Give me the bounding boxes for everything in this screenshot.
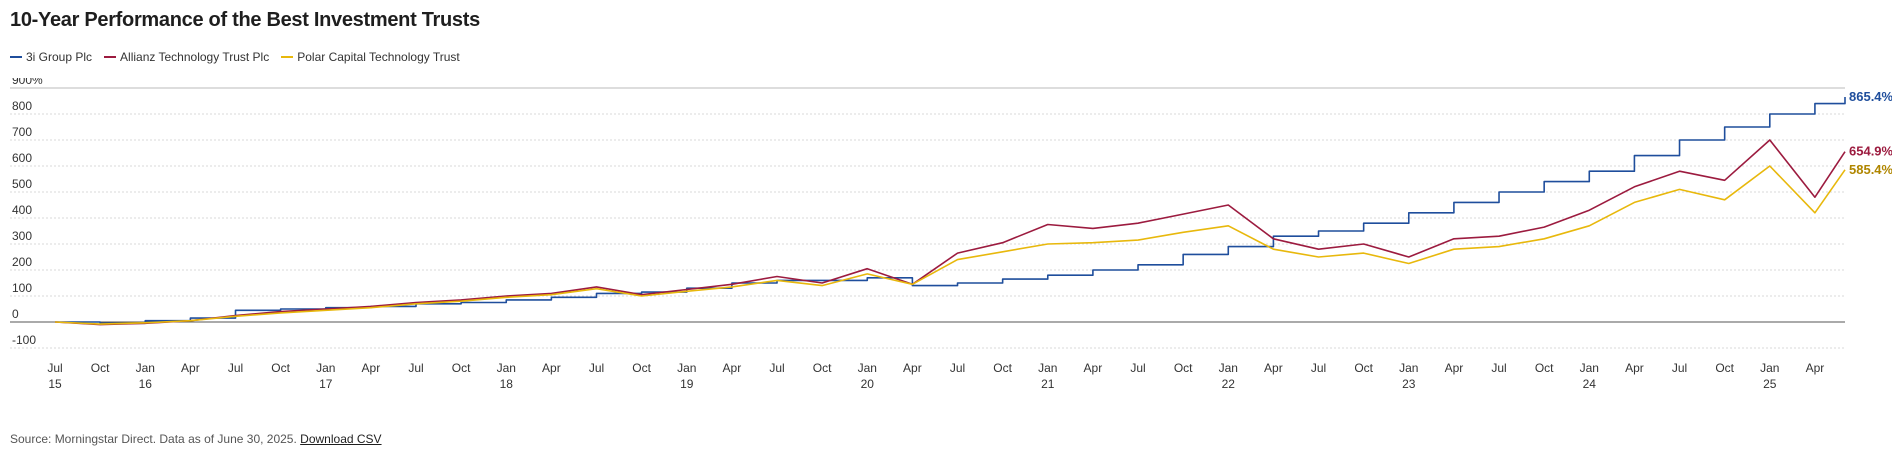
x-tick-label: Jul [1672,361,1687,375]
y-tick-label: 600 [12,151,32,165]
x-tick-label: Apr [542,361,561,375]
x-tick-label: Oct [1354,361,1373,375]
x-tick-label: Jan [858,361,877,375]
x-tick-label: Jul [1311,361,1326,375]
end-label-polar: 585.4% [1849,162,1892,177]
x-tick-label: Apr [1445,361,1464,375]
y-tick-label: 400 [12,203,32,217]
chart-footer: Source: Morningstar Direct. Data as of J… [10,432,382,446]
y-tick-label: 200 [12,255,32,269]
x-tick-year-label: 20 [861,377,875,391]
legend-swatch-allianz [104,56,117,58]
x-tick-year-label: 19 [680,377,694,391]
chart-title: 10-Year Performance of the Best Investme… [10,9,480,31]
legend-item-3i: 3i Group Plc [10,50,92,64]
line-chart: 900% 800 700 600 500 400 300 200 100 0 -100 Jul 15 Oc… [10,78,1892,391]
legend-item-allianz: Allianz Technology Trust Plc [104,50,269,64]
chart-area: 900% 800 700 600 500 400 300 200 100 0 -100 Jul 15 Oc… [0,78,1892,433]
x-tick-label: Apr [1084,361,1103,375]
download-csv-link[interactable]: Download CSV [300,432,382,446]
x-tick-label: Apr [1625,361,1644,375]
x-tick-year-label: 22 [1222,377,1236,391]
x-tick-year-label: 21 [1041,377,1055,391]
x-tick-year-label: 16 [139,377,153,391]
legend-label-3i: 3i Group Plc [26,50,93,64]
source-note: Source: Morningstar Direct. Data as of J… [10,432,297,446]
y-tick-label: 900% [12,78,43,87]
x-tick-label: Oct [1174,361,1193,375]
x-tick-label: Oct [632,361,651,375]
x-tick-label: Jan [1580,361,1599,375]
x-tick-year-label: 18 [500,377,514,391]
y-tick-label: 100 [12,281,32,295]
x-tick-label: Jan [1219,361,1238,375]
x-tick-label: Jul [408,361,423,375]
x-tick-label: Jan [316,361,335,375]
legend-label-polar: Polar Capital Technology Trust [297,50,460,64]
x-tick-label: Jul [47,361,62,375]
x-tick-label: Apr [903,361,922,375]
y-tick-label: 500 [12,177,32,191]
x-tick-label: Apr [181,361,200,375]
y-tick-label: 700 [12,125,32,139]
x-tick-year-label: 23 [1402,377,1416,391]
chart-legend: 3i Group Plc Allianz Technology Trust Pl… [10,50,460,64]
series-line-polar [54,165,1846,325]
x-tick-label: Oct [813,361,832,375]
y-tick-label: 0 [12,307,19,321]
x-tick-label: Jan [1399,361,1418,375]
end-label-allianz: 654.9% [1849,144,1892,159]
legend-swatch-3i [10,56,22,58]
x-tick-label: Oct [1535,361,1554,375]
x-tick-label: Oct [1715,361,1734,375]
series-line-allianz [54,139,1846,326]
x-tick-label: Jan [1760,361,1779,375]
x-tick-label: Jul [1130,361,1145,375]
y-tick-label: 800 [12,99,32,113]
series-line-3i [55,96,1846,325]
x-tick-label: Jul [228,361,243,375]
y-tick-label: -100 [12,333,36,347]
x-tick-label: Jul [950,361,965,375]
x-tick-label: Oct [271,361,290,375]
x-tick-year-label: 24 [1583,377,1597,391]
x-tick-label: Jul [1491,361,1506,375]
x-tick-label: Apr [723,361,742,375]
x-tick-label: Apr [362,361,381,375]
x-tick-label: Jul [589,361,604,375]
y-tick-label: 300 [12,229,32,243]
x-tick-label: Jan [136,361,155,375]
x-tick-label: Apr [1806,361,1825,375]
x-tick-year-label: 25 [1763,377,1777,391]
x-tick-label: Oct [452,361,471,375]
x-tick-label: Jan [677,361,696,375]
end-label-3i: 865.4% [1849,89,1892,104]
x-tick-label: Apr [1264,361,1283,375]
x-tick-label: Jan [497,361,516,375]
legend-label-allianz: Allianz Technology Trust Plc [120,50,270,64]
x-tick-label: Jan [1038,361,1057,375]
legend-item-polar: Polar Capital Technology Trust [281,50,460,64]
x-tick-year-label: 17 [319,377,333,391]
x-tick-label: Oct [993,361,1012,375]
legend-swatch-polar [281,56,294,58]
x-tick-year-label: 15 [48,377,62,391]
x-tick-label: Oct [91,361,110,375]
x-tick-label: Jul [769,361,784,375]
